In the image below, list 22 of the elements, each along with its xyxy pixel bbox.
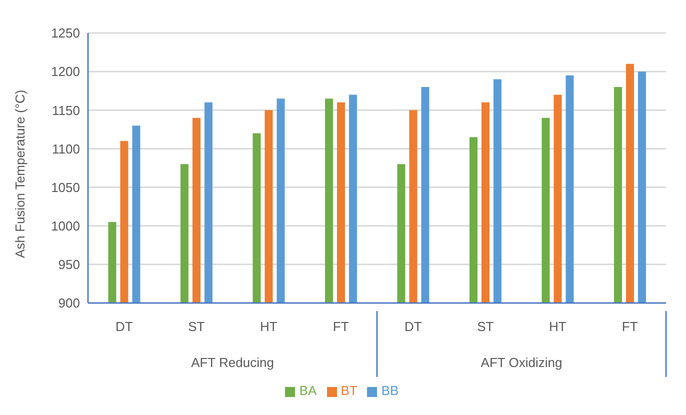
text: AFT Oxidizing — [480, 355, 562, 370]
legend-label: BT — [340, 383, 358, 398]
y-tick-label: 1000 — [51, 218, 80, 234]
x-tick-label: FT — [622, 319, 638, 334]
x-tick-label: HT — [260, 319, 278, 334]
x-tick-label: ST — [477, 319, 494, 334]
y-tick-label: 1050 — [51, 180, 80, 195]
x-tick-label: DT — [115, 319, 133, 334]
y-tick-label: 1150 — [52, 102, 80, 118]
x-tick-label: DT — [404, 319, 422, 334]
y-tick-label: 950 — [58, 257, 80, 272]
x-tick-label: HT — [548, 319, 566, 334]
y-tick-label: 1200 — [51, 64, 80, 80]
x-tick-label: ST — [188, 319, 205, 334]
text: AFT Reducing — [191, 355, 274, 370]
y-tick-label: 900 — [58, 296, 80, 311]
x-tick-label: FT — [332, 319, 349, 334]
legend-label: BA — [299, 383, 317, 398]
y-axis-title: Ash Fusion Temperature (°C) — [12, 90, 28, 258]
legend-label: BB — [381, 383, 399, 398]
y-tick-label: 1250 — [51, 26, 80, 41]
y-tick-label: 1100 — [52, 141, 80, 156]
